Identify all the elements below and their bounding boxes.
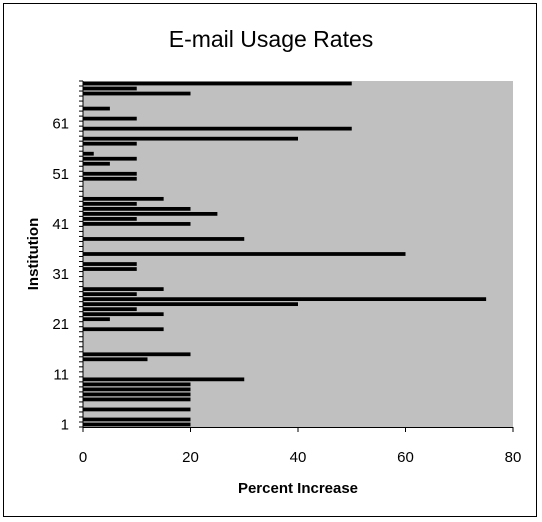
bar-institution-24 (83, 307, 137, 312)
x-tick-label: 0 (79, 449, 87, 466)
bar-institution-35 (83, 252, 406, 256)
y-tick-label: 11 (53, 366, 69, 383)
bar-institution-43 (83, 212, 218, 216)
bar-institution-28 (83, 287, 164, 291)
bar-institution-8 (83, 387, 191, 392)
bar-institution-2 (83, 417, 191, 422)
y-tick-label: 31 (52, 266, 69, 283)
bar-institution-44 (83, 206, 191, 211)
y-axis-title: Institution (25, 218, 42, 290)
bar-institution-14 (83, 357, 148, 362)
bar-institution-41 (83, 222, 191, 226)
x-ticks-group: 0 20 40 60 80 (79, 427, 522, 466)
bar-institution-51 (83, 171, 137, 176)
chart-title: E-mail Usage Rates (169, 26, 374, 52)
x-tick-label: 60 (397, 449, 414, 466)
bar-institution-64 (83, 106, 110, 111)
bar-institution-62 (83, 116, 137, 121)
y-tick-label: 61 (52, 116, 69, 133)
bar-institution-45 (83, 201, 137, 206)
bar-institution-54 (83, 156, 137, 161)
bar-institution-1 (83, 422, 191, 427)
bar-institution-33 (83, 262, 137, 266)
bar-institution-58 (83, 136, 298, 141)
bar-institution-57 (83, 141, 137, 146)
bar-institution-6 (83, 397, 191, 402)
x-tick-label: 20 (182, 449, 199, 466)
bar-institution-22 (83, 317, 110, 322)
bar-institution-20 (83, 327, 164, 332)
bar-institution-15 (83, 352, 191, 357)
bar-institution-55 (83, 151, 94, 156)
bar-institution-46 (83, 196, 164, 201)
bar-institution-60 (83, 126, 352, 131)
bar-institution-23 (83, 312, 164, 317)
bar-institution-53 (83, 161, 110, 166)
bars-group (83, 81, 487, 427)
bar-institution-27 (83, 292, 137, 296)
bar-institution-26 (83, 297, 487, 302)
bar-institution-38 (83, 237, 245, 241)
bar-institution-9 (83, 382, 191, 387)
bar-institution-4 (83, 407, 191, 412)
bar-institution-25 (83, 302, 298, 307)
y-tick-label: 1 (61, 416, 69, 433)
bar-institution-69 (83, 81, 352, 86)
x-axis-title: Percent Increase (238, 480, 358, 497)
bar-institution-10 (83, 377, 245, 382)
bar-institution-32 (83, 267, 137, 271)
bar-institution-50 (83, 176, 137, 181)
bar-institution-7 (83, 392, 191, 397)
bar-institution-67 (83, 91, 191, 96)
y-tick-label: 51 (52, 166, 69, 183)
bar-institution-42 (83, 217, 137, 221)
x-tick-label: 40 (290, 449, 307, 466)
y-tick-label: 21 (52, 316, 69, 333)
bar-institution-68 (83, 86, 137, 91)
y-tick-label: 41 (52, 216, 69, 233)
x-tick-label: 80 (505, 449, 522, 466)
